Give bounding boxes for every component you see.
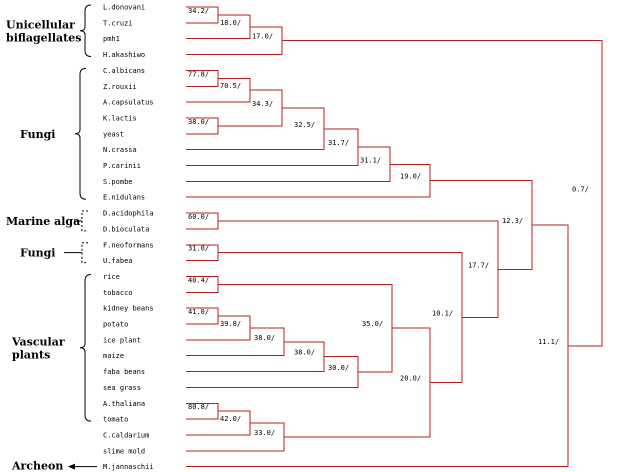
- clade-n26: [218, 220, 499, 319]
- archeon-arrow-head: [68, 463, 75, 470]
- taxon-faba-beans: faba beans: [103, 368, 145, 376]
- node-label-n2: 18.0/: [220, 19, 241, 27]
- taxon-rice: rice: [103, 273, 120, 281]
- taxon-m-jannaschii: M.jannaschii: [103, 463, 154, 471]
- node-label-n5: 70.5/: [220, 82, 241, 90]
- taxon-yeast: yeast: [103, 130, 124, 138]
- node-label-n3: 17.0/: [252, 33, 273, 41]
- taxon-pmh1: pmh1: [103, 35, 120, 43]
- node-label-n27: 12.3/: [502, 217, 523, 225]
- node-label-n11: 19.0/: [400, 173, 421, 181]
- taxon-kidney-beans: kidney beans: [103, 305, 154, 313]
- branch-n11: [186, 163, 431, 198]
- taxon-slime-mold: slime mold: [103, 447, 145, 455]
- taxon-z-rouxii: Z.rouxii: [103, 83, 137, 91]
- taxon-n-crassa: N.crassa: [103, 146, 137, 154]
- taxon-f-neoformans: F.neoformans: [103, 241, 154, 249]
- clade-n29: [282, 40, 603, 347]
- taxon-labels: L.donovani T.cruzi pmh1 H.akashiwo C.albican…: [103, 4, 154, 472]
- brace-fungi1: [74, 67, 87, 200]
- node-label-n15: 41.0/: [188, 308, 209, 316]
- node-label-n8: 32.5/: [294, 121, 315, 129]
- node-label-n17: 38.0/: [254, 334, 275, 342]
- clade-n28: [186, 224, 569, 468]
- group-label-unicellular-1: Unicellular: [6, 18, 75, 31]
- node-label-n23: 33.0/: [254, 429, 275, 437]
- node-label-n1: 34.2/: [188, 7, 209, 15]
- taxon-t-cruzi: T.cruzi: [103, 19, 133, 27]
- brace-marine: [81, 210, 88, 232]
- node-label-n12: 60.0/: [188, 213, 209, 221]
- node-label-n6: 34.3/: [252, 100, 273, 108]
- node-label-n29: 0.7/: [572, 185, 589, 193]
- taxon-e-nidulans: E.nidulans: [103, 194, 145, 202]
- taxon-ice-plant: ice plant: [103, 336, 141, 344]
- group-label-vascular-2: plants: [12, 348, 50, 361]
- taxon-tobacco: tobacco: [103, 289, 133, 297]
- node-label-n10: 31.1/: [360, 156, 381, 164]
- taxon-l-donovani: L.donovani: [103, 4, 145, 12]
- node-label-n20: 35.0/: [362, 320, 383, 328]
- taxon-sea-grass: sea grass: [103, 384, 141, 392]
- node-label-n14: 40.4/: [188, 276, 209, 284]
- branch-n29: [282, 40, 603, 347]
- taxon-s-pombe: S.pombe: [103, 178, 133, 186]
- brace-fungi2: [81, 242, 88, 264]
- taxon-d-acidophila: D.acidophila: [103, 210, 154, 218]
- taxon-c-albicans: C.albicans: [103, 67, 145, 75]
- group-label-vascular-1: Vascular: [11, 335, 65, 348]
- taxon-c-caldarium: C.caldarium: [103, 431, 149, 439]
- node-label-n18: 38.0/: [294, 349, 315, 357]
- brace-unicellular: [79, 4, 92, 58]
- taxon-u-fabea: U.fabea: [103, 257, 133, 265]
- node-label-n13: 31.0/: [188, 245, 209, 253]
- node-label-n25: 10.1/: [432, 310, 453, 318]
- clade-n11: [186, 163, 431, 198]
- node-label-n16: 39.8/: [220, 320, 241, 328]
- node-label-n4: 77.8/: [188, 70, 209, 78]
- node-label-n26: 17.7/: [468, 261, 489, 269]
- node-support-labels: 34.2/18.0/77.8/70.5/38.0/34.3/32.5/31.7/…: [188, 7, 589, 437]
- taxon-maize: maize: [103, 352, 124, 360]
- taxon-a-thaliana: A.thaliana: [103, 400, 145, 408]
- group-label-fungi2: Fungi: [20, 247, 55, 260]
- taxon-h-akashiwo: H.akashiwo: [103, 51, 145, 59]
- group-label-unicellular-2: biflagellates: [6, 31, 81, 44]
- taxon-k-lactis: K.lactis: [103, 114, 137, 122]
- taxon-p-carinii: P.carinii: [103, 162, 141, 170]
- taxon-potato: potato: [103, 321, 128, 329]
- group-label-marine: Marine alga: [6, 215, 80, 228]
- taxon-a-capsulatus: A.capsulatus: [103, 99, 154, 107]
- node-label-n7: 38.0/: [188, 118, 209, 126]
- node-label-n21: 80.8/: [188, 403, 209, 411]
- tree-branches: [186, 6, 603, 468]
- group-label-fungi1: Fungi: [20, 128, 55, 141]
- node-label-n28: 11.1/: [538, 338, 559, 346]
- branch-n28: [186, 224, 569, 468]
- taxon-tomato: tomato: [103, 416, 128, 424]
- group-label-archeon: Archeon: [11, 460, 63, 472]
- node-label-n9: 31.7/: [328, 139, 349, 147]
- node-label-n19: 30.0/: [328, 364, 349, 372]
- taxon-d-bioculata: D.bioculata: [103, 225, 149, 233]
- node-label-n22: 42.0/: [220, 415, 241, 423]
- branch-n26: [218, 220, 499, 319]
- brace-vascular: [79, 273, 92, 422]
- node-label-n24: 20.0/: [400, 375, 421, 383]
